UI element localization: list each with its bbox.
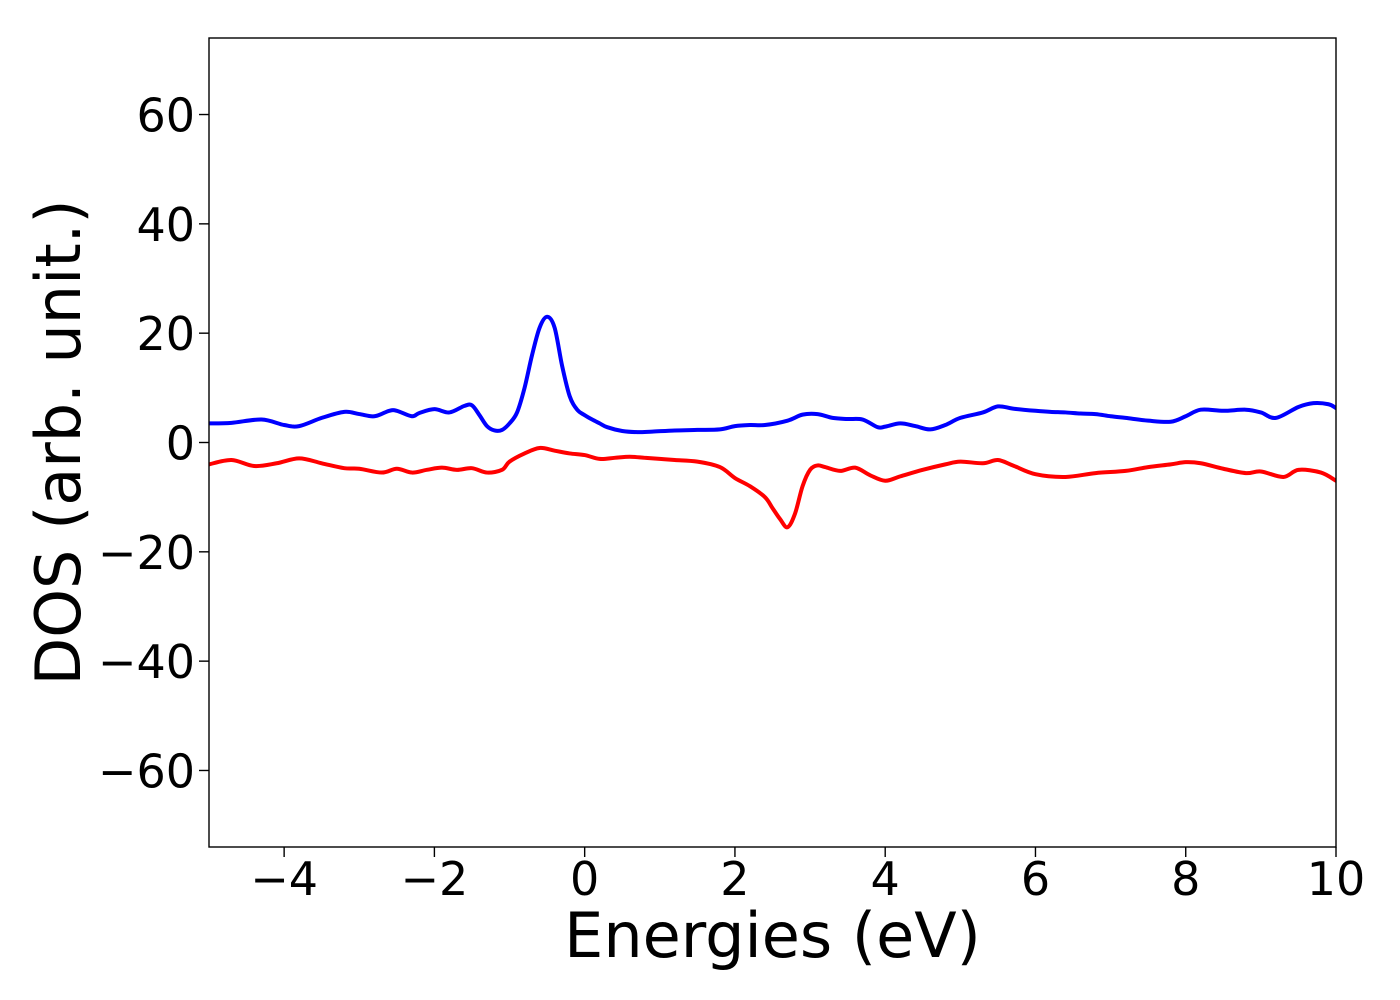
x-tick-label: 4 (871, 852, 900, 906)
x-tick-label: −2 (400, 852, 468, 906)
y-tick-label: 60 (136, 89, 195, 143)
y-tick-label: 20 (136, 307, 195, 361)
x-tick-label: 2 (720, 852, 749, 906)
y-tick-label: −20 (98, 526, 195, 580)
x-tick-label: 6 (1021, 852, 1050, 906)
y-axis-label: DOS (arb. unit.) (22, 199, 95, 685)
series-layer (209, 314, 1336, 530)
series-line-1 (209, 314, 1336, 435)
y-tick-label: 40 (136, 198, 195, 252)
x-tick-label: 8 (1171, 852, 1200, 906)
x-tick-label: 0 (570, 852, 599, 906)
y-tick-label: −60 (98, 744, 195, 798)
plot-frame (208, 37, 1337, 848)
y-tick-label: 0 (166, 417, 195, 471)
series-line-2 (209, 445, 1336, 530)
x-axis-label: Energies (eV) (564, 899, 981, 972)
x-axis-ticks: −4 −2 0 2 4 6 8 10 (250, 847, 1365, 906)
x-tick-label: −4 (250, 852, 318, 906)
y-axis-ticks: −60 −40 −20 0 20 40 60 (98, 89, 209, 798)
x-tick-label: 10 (1307, 852, 1366, 906)
y-tick-label: −40 (98, 635, 195, 689)
